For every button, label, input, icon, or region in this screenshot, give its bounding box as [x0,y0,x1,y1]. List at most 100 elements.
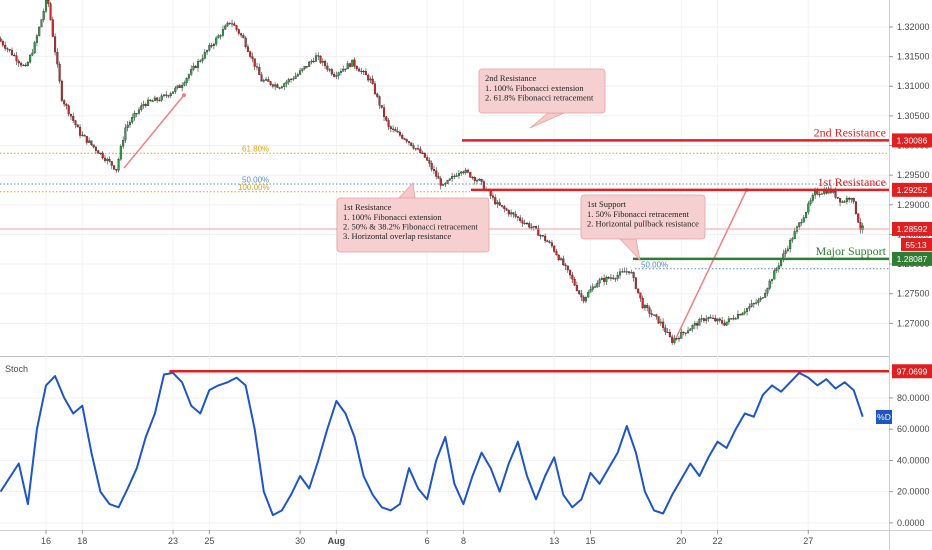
candle-body [97,150,100,154]
candle-body [664,327,667,333]
candle-body [296,74,299,77]
candle-body [22,64,25,67]
candle-body [718,318,721,321]
candle-body [832,190,835,193]
candle-body [734,318,737,320]
candle-body [67,105,70,115]
candle-body [814,190,817,196]
candle-body [466,169,470,173]
candle-body [128,122,131,126]
candle-body [800,222,803,224]
candle-body [861,225,864,230]
candle-body [580,293,583,298]
candle-body [407,141,411,143]
candle-body [224,25,227,30]
candle-body [473,177,476,181]
candle-body [113,165,116,170]
stoch-series-label: %D [877,412,891,422]
candle-body [730,318,733,320]
candle-body [212,43,215,47]
candle-body [591,286,594,290]
candle-body [260,74,263,82]
candle-body [748,306,751,309]
candle-body [793,231,796,239]
candle-body [328,69,331,71]
candle-body [378,96,381,106]
candle-body [668,332,671,338]
candle-body [115,169,118,171]
stoch-tick-label: 0.0000 [897,518,925,528]
candle-body [314,55,318,62]
candle-body [628,271,631,273]
candle-body [750,303,753,307]
time-axis-labels: 16 18 23 25 30 Aug 6 8 13 15 20 22 27 [41,530,813,546]
candle-body [348,63,352,67]
candle-body [167,95,170,97]
candle-body [160,95,163,101]
candle-body [210,45,213,47]
callout-title: 1st Support [587,199,627,209]
time-tick-label: 16 [41,536,51,546]
candle-body [373,83,377,95]
callout-line: 2. 61.8% Fibonacci retracement [485,93,594,103]
candle-body [346,63,349,70]
candle-body [126,124,129,128]
candle-body [650,313,653,315]
candle-body [559,258,563,261]
candle-body [283,83,286,87]
candle-body [621,271,624,273]
callout-line: 1. 100% Fibonacci extension [485,83,584,93]
candle-body [480,178,483,182]
candle-body [657,316,660,324]
candle-body [158,100,161,102]
candle-body [421,152,424,154]
candle-body [396,131,399,133]
candle-body [662,321,665,328]
candle-body [355,66,358,70]
candle-body [682,331,685,333]
candle-body [618,271,622,276]
price-tick-label: 1.30500 [897,111,930,121]
level-price-tag-bg [892,182,932,197]
candle-body [414,148,417,150]
candle-body [507,210,510,215]
trend-arrow [673,189,748,343]
time-tick-label: 22 [713,536,723,546]
candle-body [319,56,322,63]
candle-body [19,62,23,66]
candle-body [675,338,678,340]
candle-body [786,248,789,251]
candle-body [439,178,442,186]
candle-body [265,79,268,81]
candle-body [687,330,690,334]
candle-body [49,3,52,20]
grid [0,0,889,530]
candle-body [251,56,254,59]
candle-body [99,152,102,154]
price-axis-labels: 1.320001.315001.310001.305001.300001.295… [889,22,930,528]
candle-body [131,117,134,123]
candle-body [566,265,569,271]
candle-body [510,212,513,215]
candle-body [226,22,229,27]
candle-body [696,323,699,326]
candle-body [666,331,669,333]
candle-body [453,175,456,177]
callout-line: 2. Horizontal pullback resistance [587,219,699,229]
candle-body [410,142,413,146]
candle-body [137,109,141,114]
candle-body [58,63,61,82]
candle-body [691,325,694,330]
candle-body [83,134,86,137]
callout-box [478,68,606,114]
candle-body [15,55,18,62]
candle-body [72,116,75,121]
stoch-tick-label: 80.0000 [897,393,930,403]
candle-body [292,78,295,80]
candle-body [798,222,801,228]
candle-body [181,85,184,88]
candle-body [462,171,465,173]
candle-body [745,308,749,312]
time-tick-label: 27 [803,536,813,546]
candle-body [423,152,426,158]
